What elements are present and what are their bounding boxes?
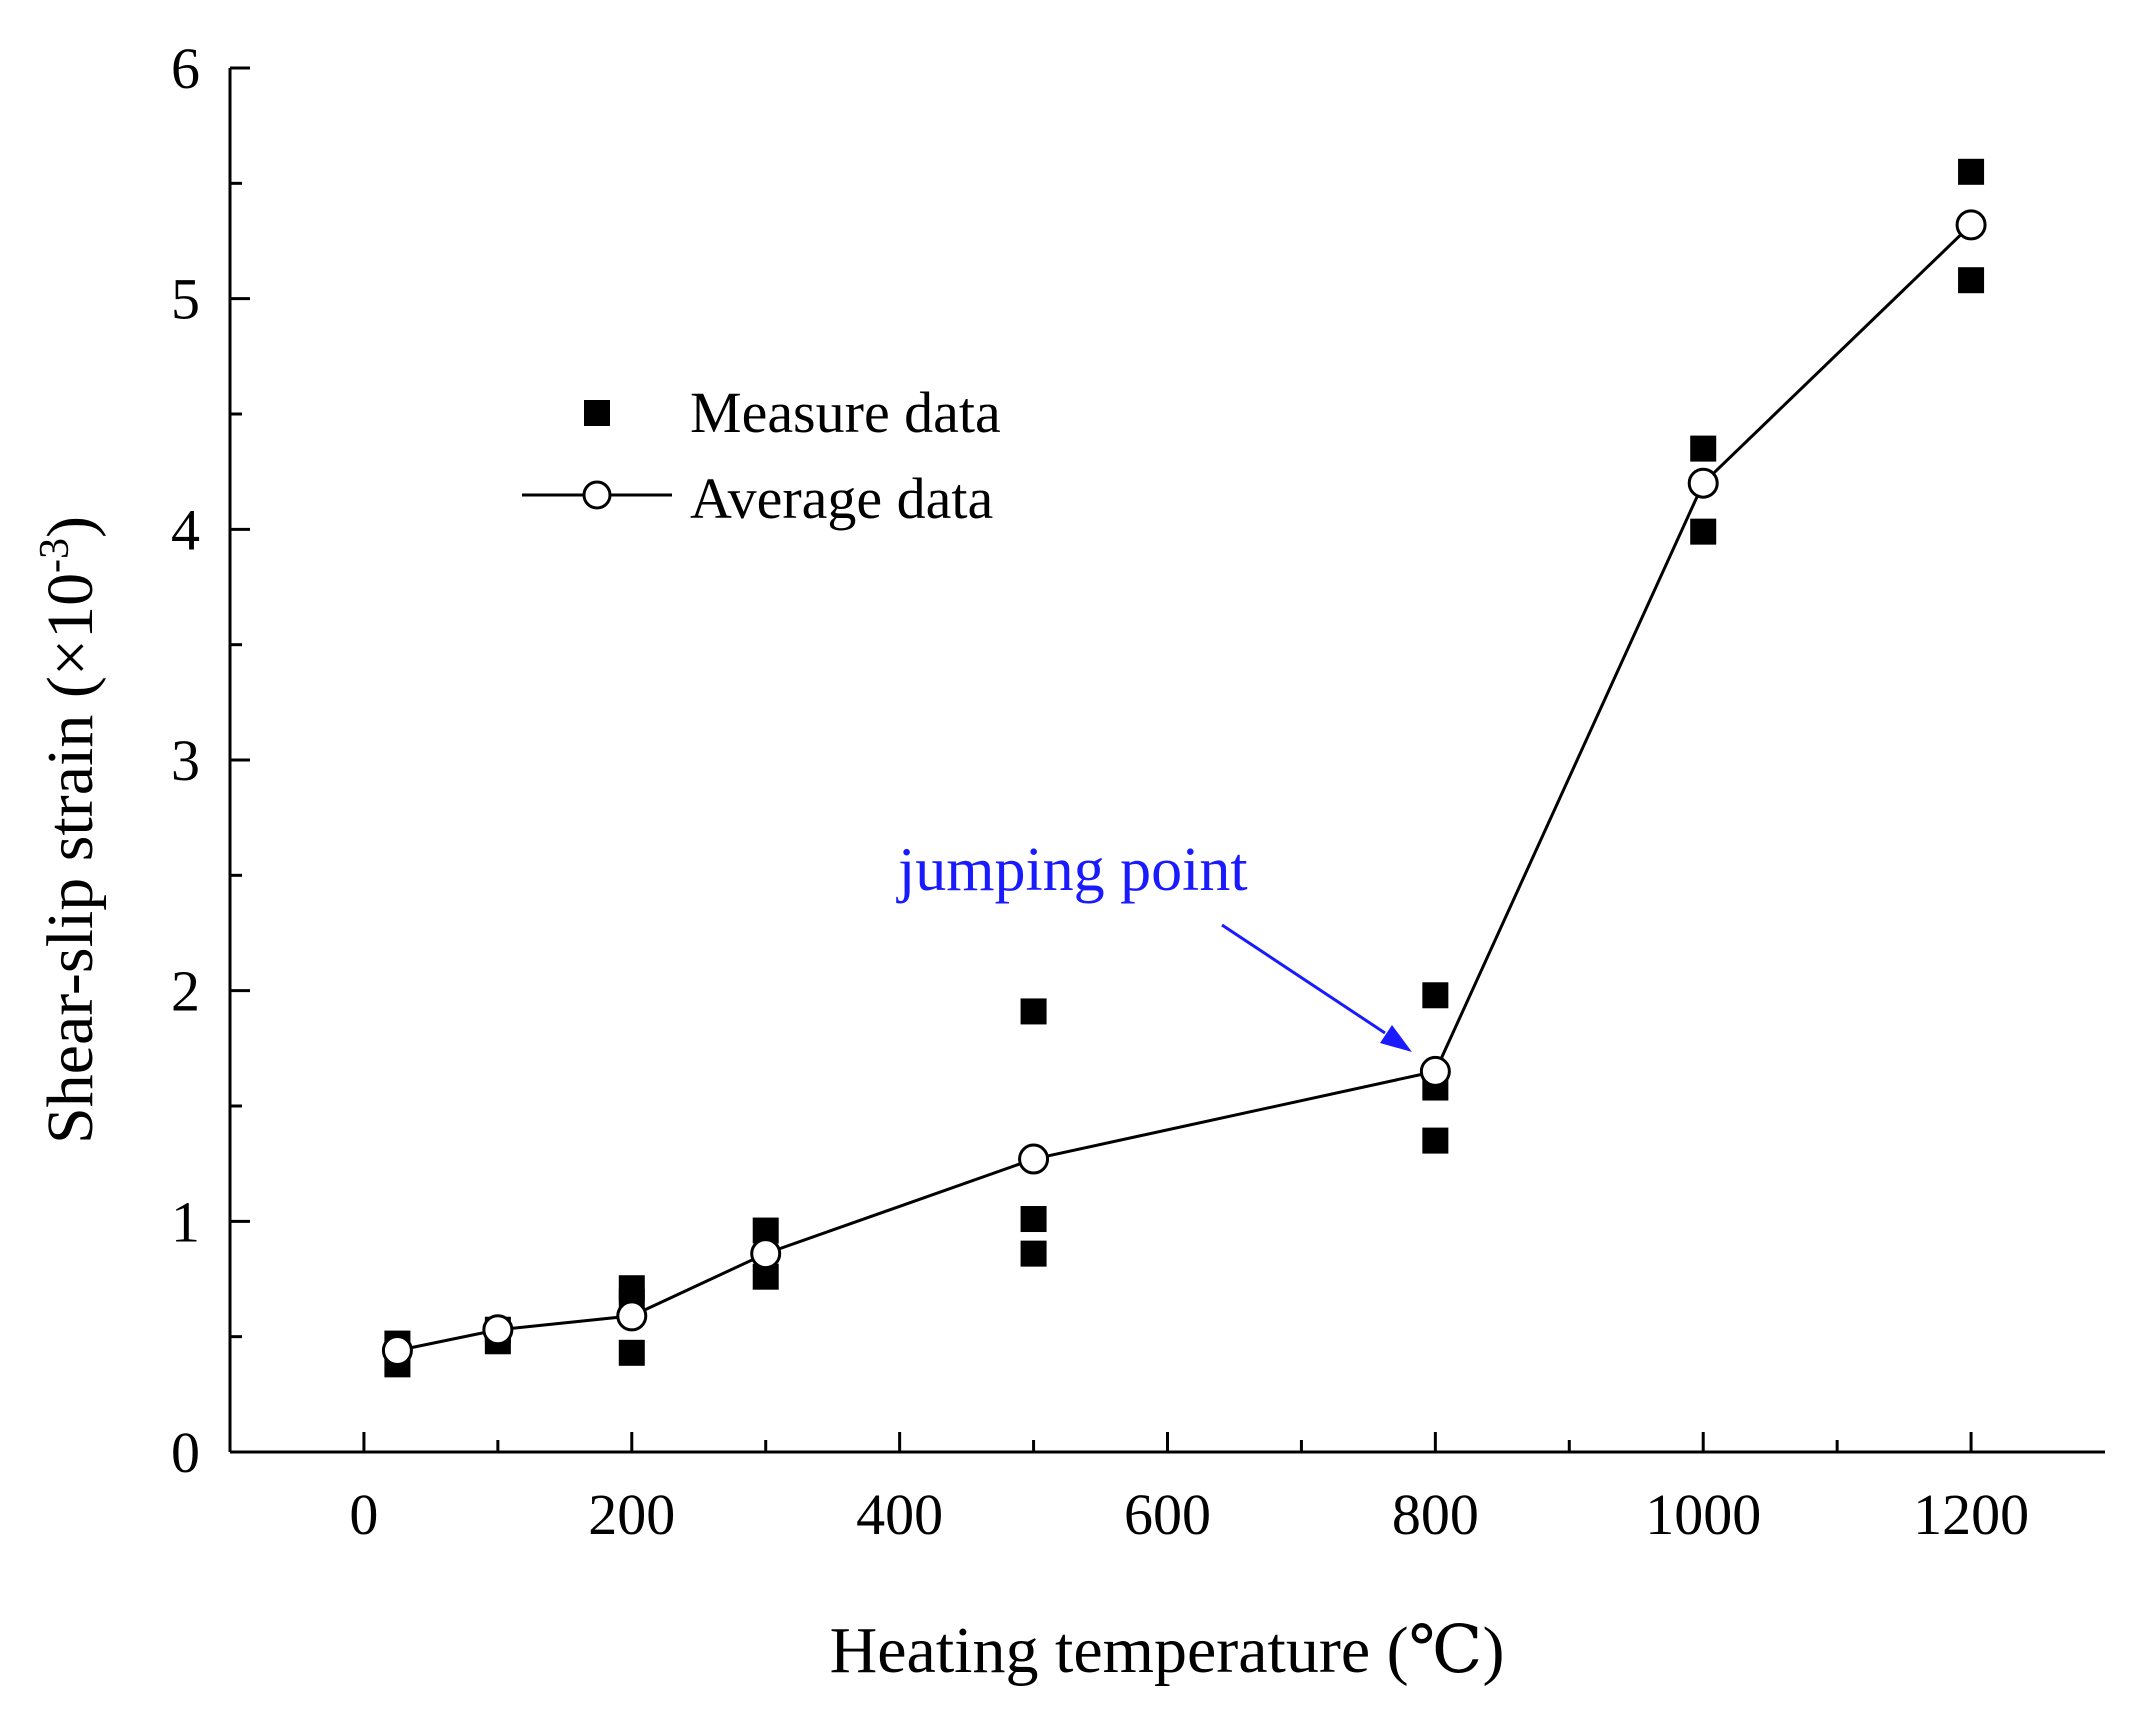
- y-tick-label: 3: [171, 728, 200, 793]
- y-tick-label: 0: [171, 1420, 200, 1485]
- x-axis-title: Heating temperature (℃): [830, 1614, 1505, 1687]
- measure-point: [618, 1339, 645, 1366]
- measure-point: [1958, 158, 1985, 185]
- y-tick-label: 4: [171, 497, 200, 562]
- annotation: jumping point: [896, 836, 1412, 1052]
- measure-point: [1422, 982, 1449, 1009]
- measure-point: [1958, 267, 1985, 294]
- annotation-text: jumping point: [896, 836, 1248, 904]
- measure-point: [1422, 1127, 1449, 1154]
- y-axis-title: Shear-slip strain (×10-3): [32, 516, 107, 1144]
- x-tick-label: 0: [349, 1482, 378, 1547]
- axes-layer: 0 200 400 600 800 1000 1200 0 1 2 3 4 5 6: [171, 36, 2105, 1547]
- x-tick-label: 800: [1392, 1482, 1479, 1547]
- legend-label-average: Average data: [690, 466, 993, 531]
- average-point: [381, 1335, 413, 1367]
- average-line: [397, 223, 1973, 1352]
- y-axis-title-exponent: -3: [32, 538, 78, 573]
- average-point: [482, 1314, 514, 1346]
- measure-point: [1690, 435, 1717, 462]
- average-point: [1018, 1143, 1050, 1175]
- measure-point: [1690, 518, 1717, 545]
- x-tick-label: 600: [1124, 1482, 1211, 1547]
- x-tick-label: 1000: [1645, 1482, 1761, 1547]
- series-layer: [381, 158, 1987, 1378]
- average-point: [1955, 209, 1987, 241]
- legend: Measure data Average data: [522, 380, 1001, 531]
- measure-point: [1020, 998, 1047, 1025]
- x-tick-label: 400: [856, 1482, 943, 1547]
- average-point: [616, 1300, 648, 1332]
- legend-label-measure: Measure data: [690, 380, 1001, 445]
- annotation-arrow-shaft: [1221, 923, 1386, 1035]
- average-point: [1687, 467, 1719, 499]
- y-axis-title-close: ): [34, 516, 107, 538]
- measure-point: [1020, 1206, 1047, 1233]
- legend-square-marker: [584, 400, 610, 426]
- y-axis-title-main: Shear-slip strain (×10: [34, 573, 107, 1144]
- annotation-arrowhead: [1380, 1025, 1412, 1052]
- x-tick-label: 200: [588, 1482, 675, 1547]
- legend-circle-marker: [582, 480, 612, 510]
- y-tick-label: 1: [171, 1189, 200, 1254]
- average-point: [1419, 1055, 1451, 1087]
- y-tick-label: 2: [171, 959, 200, 1024]
- y-tick-label: 6: [171, 36, 200, 101]
- measure-point: [1020, 1240, 1047, 1267]
- x-tick-label: 1200: [1913, 1482, 2029, 1547]
- average-point: [750, 1238, 782, 1270]
- y-tick-label: 5: [171, 267, 200, 332]
- measure-point: [618, 1275, 645, 1302]
